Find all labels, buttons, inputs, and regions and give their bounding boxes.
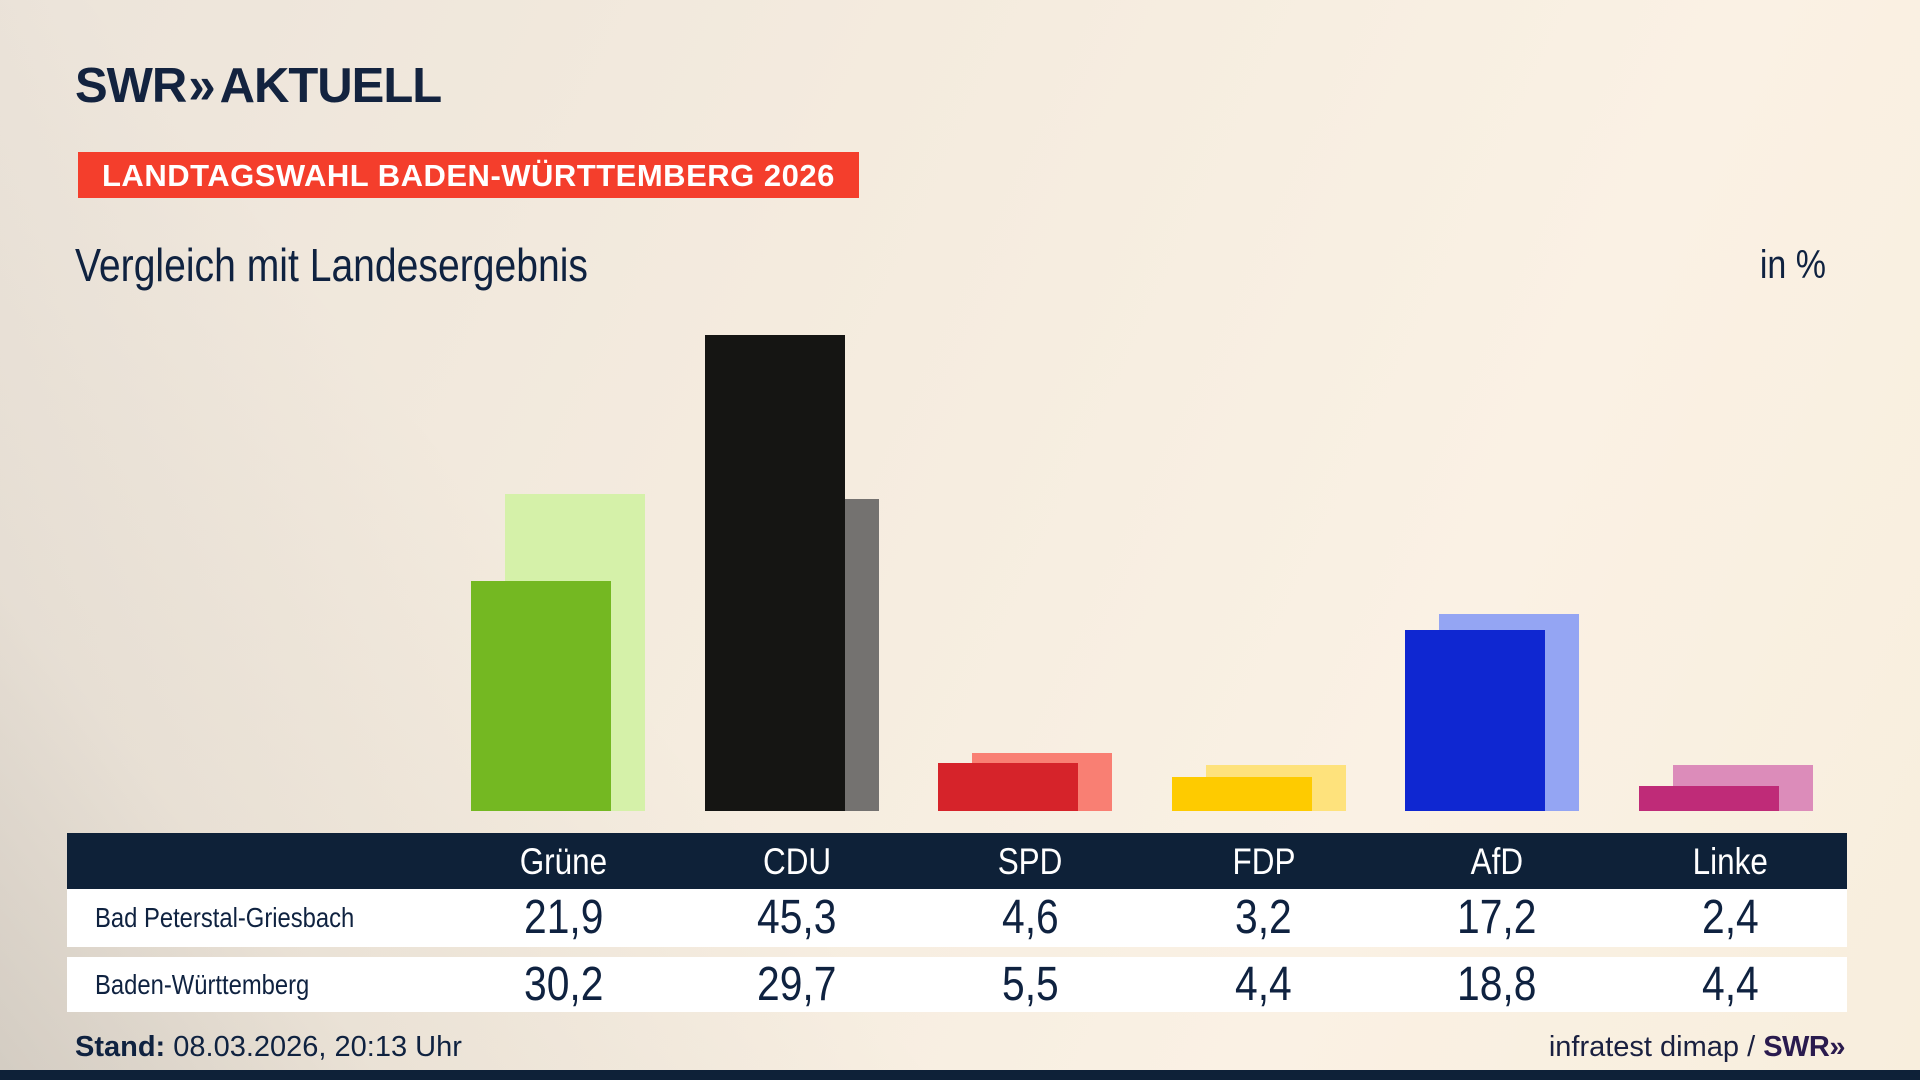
header-party-label: AfD [1470,840,1524,882]
value-text: 30,2 [523,957,604,1011]
row-label: Bad Peterstal-Griesbach [67,902,447,934]
header-party-label: Grüne [519,840,608,882]
value-spd-row2: 5,5 [914,957,1147,1011]
value-text: 2,4 [1701,891,1759,944]
header-party-label: SPD [997,840,1063,882]
value-gruene-row2: 30,2 [447,957,680,1011]
bar-fdp-local [1171,777,1312,811]
header-party-cdu: CDU [680,843,913,880]
chart-title: Vergleich mit Landesergebnis [75,239,588,291]
results-table-header: Grüne CDU SPD FDP AfD Linke [67,833,1847,889]
bar-afd-local [1405,630,1545,811]
unit-label: in % [1760,243,1827,287]
double-chevron-icon: » [188,56,215,116]
bottom-accent-bar [0,1070,1920,1080]
value-afd-row1: 17,2 [1380,894,1613,942]
value-fdp-row1: 3,2 [1147,894,1380,942]
value-linke-row1: 2,4 [1614,894,1847,942]
value-linke-row2: 4,4 [1614,957,1847,1011]
header-party-gruene: Grüne [447,843,680,880]
bar-linke-local [1638,785,1779,811]
row-label-text: Baden-Württemberg [95,968,310,1000]
value-cdu-row1: 45,3 [680,894,913,942]
bar-cdu-local [704,335,845,811]
stand-label: Stand: [75,1031,166,1063]
header-party-afd: AfD [1380,843,1613,880]
value-text: 17,2 [1457,891,1537,944]
swr-logo-small: SWR» [1763,1031,1845,1063]
value-text: 21,9 [523,891,604,944]
value-text: 4,4 [1701,957,1759,1011]
stand-value: 08.03.2026, 20:13 Uhr [165,1031,462,1063]
results-table: Grüne CDU SPD FDP AfD Linke Bad Peterstal-Gri… [67,833,1847,1012]
bar-spd-local [938,762,1078,811]
header-party-spd: SPD [914,843,1147,880]
value-text: 5,5 [1001,957,1059,1011]
header-party-label: FDP [1232,840,1296,882]
election-badge-label: LANDTAGSWAHL BADEN-WÜRTTEMBERG 2026 [102,157,835,193]
table-row: Bad Peterstal-Griesbach 21,9 45,3 4,6 3,2 17,… [67,889,1847,947]
value-text: 3,2 [1235,891,1293,944]
value-spd-row1: 4,6 [914,894,1147,942]
value-text: 4,4 [1235,957,1293,1011]
value-text: 29,7 [757,957,837,1011]
value-gruene-row1: 21,9 [447,894,680,942]
header-party-linke: Linke [1614,843,1847,880]
swr-wordmark: SWR [75,59,187,113]
value-fdp-row2: 4,4 [1147,957,1380,1011]
value-text: 4,6 [1001,891,1059,944]
value-text: 18,8 [1457,957,1537,1011]
value-afd-row2: 18,8 [1380,957,1613,1011]
row-label-text: Bad Peterstal-Griesbach [95,902,355,933]
source-text: infratest dimap / [1548,1031,1764,1063]
table-row: Baden-Württemberg 30,2 29,7 5,5 4,4 18,8 4,4 [67,957,1847,1012]
source-credit: infratest dimap / SWR» [1548,1031,1846,1064]
election-badge: LANDTAGSWAHL BADEN-WÜRTTEMBERG 2026 [78,152,859,198]
bar-gruene-local [471,581,611,811]
timestamp: Stand: 08.03.2026, 20:13 Uhr [75,1031,462,1064]
aktuell-wordmark: AKTUELL [219,59,443,113]
header-party-label: CDU [762,840,832,882]
swr-aktuell-logo: SWR» AKTUELL [75,56,443,116]
value-text: 45,3 [757,891,837,944]
value-cdu-row2: 29,7 [680,957,913,1011]
header-party-fdp: FDP [1147,843,1380,880]
row-label: Baden-Württemberg [67,969,447,1001]
header-party-label: Linke [1692,840,1768,882]
